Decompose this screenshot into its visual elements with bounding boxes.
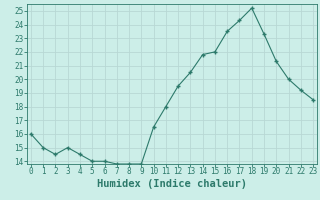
X-axis label: Humidex (Indice chaleur): Humidex (Indice chaleur) xyxy=(97,179,247,189)
